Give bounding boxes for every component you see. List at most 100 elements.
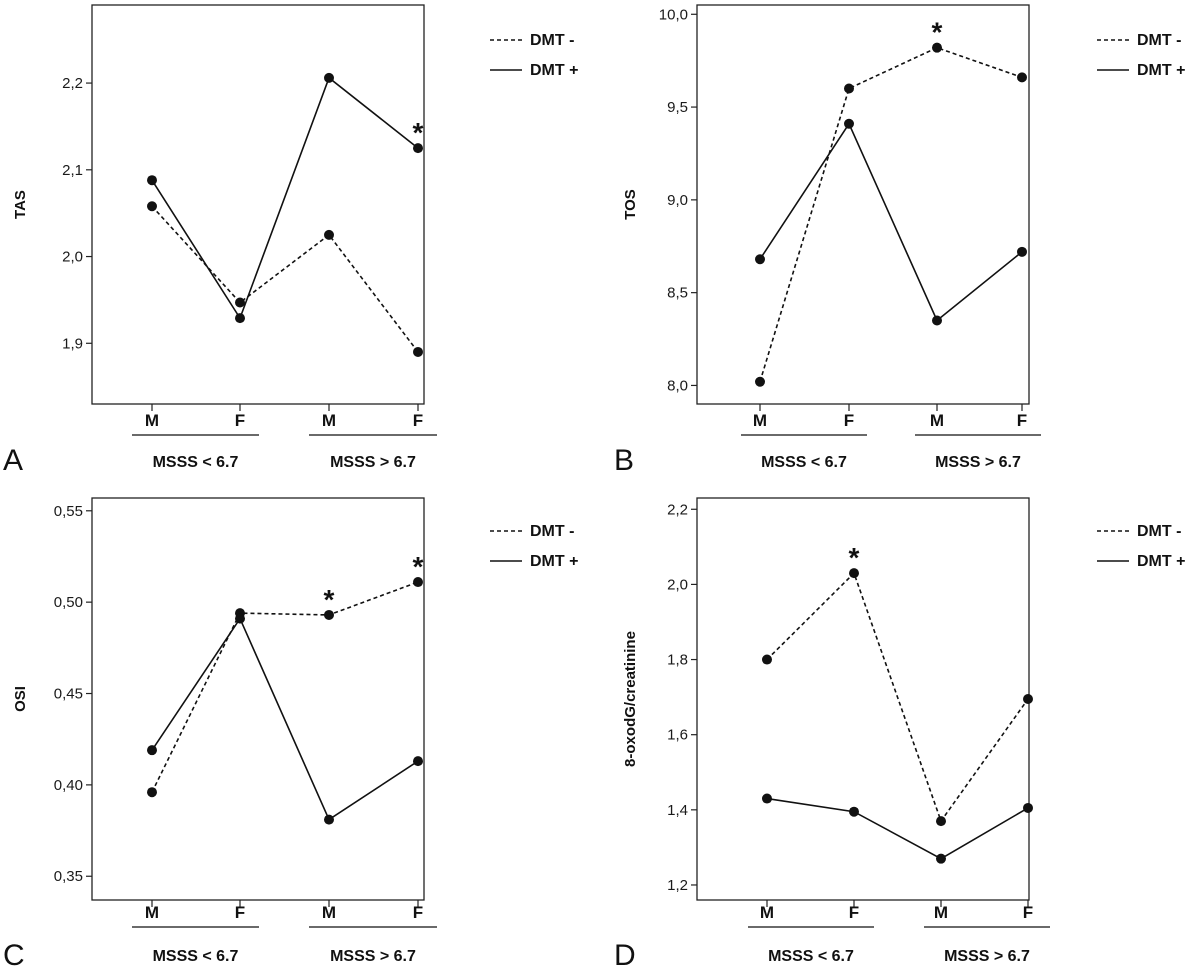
data-point-dmt-plus [147,175,157,186]
y-tick-label: 0,40 [54,777,83,794]
data-point-dmt-plus [147,745,157,756]
y-tick-label: 9,5 [667,99,688,116]
significance-star: * [324,584,335,615]
x-category-label: F [1017,411,1027,430]
y-tick-label: 8,0 [667,377,688,394]
x-category-label: F [235,411,245,430]
data-point-dmt-minus [1023,694,1033,704]
series-line-dmt-plus [151,76,419,320]
y-axis-label: 8-oxodG/creatinine [622,631,639,767]
y-tick-label: 10,0 [659,6,688,23]
y-tick-label: 2,0 [667,576,688,593]
data-point-dmt-plus [844,118,854,129]
panel-letter: C [3,939,25,970]
plot-frame [91,497,425,901]
x-category-label: F [1023,903,1033,922]
data-point-dmt-minus [147,787,157,798]
x-category-label: M [930,411,944,430]
y-tick-label: 0,55 [54,503,83,520]
legend-label-dmt-plus: DMT + [1137,553,1185,570]
series-line-dmt-plus [759,122,1023,322]
y-axis-label: TOS [622,189,639,220]
data-point-dmt-plus [932,315,942,326]
group-label: MSSS > 6.7 [330,454,416,471]
significance-star: * [849,542,860,573]
x-category-label: F [413,903,423,922]
data-point-dmt-minus [235,297,245,308]
y-tick-label: 0,35 [54,868,83,885]
x-category-label: M [145,903,159,922]
y-tick-label: 1,9 [62,335,83,352]
data-point-dmt-plus [936,853,946,864]
group-label: MSSS > 6.7 [944,948,1030,965]
data-point-dmt-minus [932,42,942,53]
group-label: MSSS > 6.7 [330,948,416,965]
plot-frame [696,497,1030,901]
legend-label-dmt-minus: DMT - [530,32,574,49]
y-tick-label: 0,45 [54,686,83,703]
y-axis-label: TAS [12,190,29,219]
x-category-label: M [322,411,336,430]
y-tick-label: 2,2 [667,501,688,518]
data-point-dmt-minus [1017,72,1027,83]
data-point-dmt-plus [413,756,423,767]
data-point-dmt-plus [413,143,423,154]
data-point-dmt-minus [762,654,772,665]
data-point-dmt-minus [324,609,334,620]
y-tick-label: 1,8 [667,652,688,669]
legend-label-dmt-plus: DMT + [530,553,578,570]
series-line-dmt-minus [766,571,1029,823]
significance-star: * [932,17,943,48]
data-point-dmt-plus [324,814,334,825]
y-tick-label: 1,4 [667,802,688,819]
series-line-dmt-plus [151,616,419,821]
panel-b: 8,0 8,5 9,0 9,5 10,0 TOS M F M F MSSS < 6.7 MSSS > … [614,4,1185,477]
data-point-dmt-minus [324,229,334,240]
x-category-label: M [753,411,767,430]
y-tick-label: 1,2 [667,877,688,894]
y-tick-label: 1,6 [667,727,688,744]
x-category-label: F [844,411,854,430]
series-line-dmt-minus [151,205,419,353]
x-category-label: F [413,411,423,430]
panel-a: 1,9 2,0 2,1 2,2 TAS M F M F MSSS < 6.7 MSSS > 6.7 *… [3,4,578,477]
series-line-dmt-minus [759,46,1023,382]
x-category-label: F [849,903,859,922]
data-point-dmt-plus [849,806,859,817]
series-line-dmt-plus [766,797,1029,860]
panel-letter: A [3,444,23,477]
panel-c: 0,35 0,40 0,45 0,50 0,55 OSI M F M F MSSS < 6.7 MSS… [3,497,578,970]
panel-letter: B [614,444,634,477]
data-point-dmt-plus [235,313,245,324]
data-point-dmt-minus [413,346,423,357]
panel-d: 1,2 1,4 1,6 1,8 2,0 2,2 8-oxodG/creatinine M F M F… [614,497,1185,970]
plot-frame [696,4,1030,405]
legend-label-dmt-minus: DMT - [1137,523,1181,540]
data-point-dmt-minus [413,577,423,588]
data-point-dmt-minus [936,816,946,827]
group-label: MSSS > 6.7 [935,454,1021,471]
data-point-dmt-minus [755,376,765,387]
x-category-label: M [934,903,948,922]
data-point-dmt-minus [147,201,157,212]
data-point-dmt-plus [755,254,765,265]
legend-label-dmt-minus: DMT - [1137,32,1181,49]
group-label: MSSS < 6.7 [153,454,239,471]
data-point-dmt-minus [849,568,859,579]
y-tick-label: 2,2 [62,75,83,92]
x-category-label: M [760,903,774,922]
significance-star: * [413,551,424,582]
group-label: MSSS < 6.7 [153,948,239,965]
significance-star: * [413,117,424,148]
legend-label-dmt-plus: DMT + [530,62,578,79]
legend-label-dmt-minus: DMT - [530,523,574,540]
series-line-dmt-minus [151,581,419,793]
group-label: MSSS < 6.7 [761,454,847,471]
plot-frame [91,4,425,405]
y-tick-label: 2,0 [62,249,83,266]
data-point-dmt-plus [1017,246,1027,257]
y-tick-label: 2,1 [62,162,83,179]
y-tick-label: 8,5 [667,285,688,302]
y-tick-label: 0,50 [54,594,83,611]
